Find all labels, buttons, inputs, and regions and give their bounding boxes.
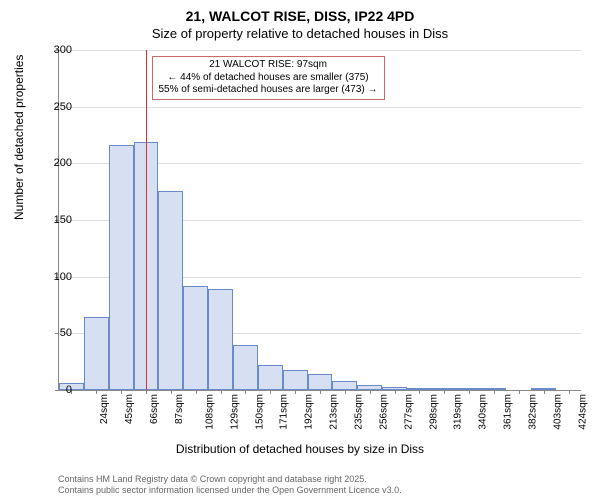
histogram-bar (158, 191, 183, 390)
y-tick-label: 150 (42, 214, 72, 226)
x-tick-label: 87sqm (174, 394, 185, 424)
annotation-line-1: 21 WALCOT RISE: 97sqm (159, 59, 378, 72)
x-tick-mark (395, 390, 396, 394)
x-tick-mark (519, 390, 520, 394)
x-tick-label: 45sqm (124, 394, 135, 424)
x-tick-mark (171, 390, 172, 394)
y-tick-label: 100 (42, 271, 72, 283)
x-tick-mark (419, 390, 420, 394)
grid-line (59, 107, 581, 108)
x-tick-label: 150sqm (254, 394, 265, 430)
x-tick-label: 108sqm (204, 394, 215, 430)
histogram-bar (84, 317, 109, 390)
histogram-bar (258, 365, 283, 390)
y-tick-label: 50 (42, 327, 72, 339)
x-tick-label: 361sqm (503, 394, 514, 430)
x-tick-label: 171sqm (279, 394, 290, 430)
y-tick-label: 0 (42, 384, 72, 396)
histogram-bar (183, 286, 208, 390)
x-tick-label: 340sqm (478, 394, 489, 430)
x-tick-mark (96, 390, 97, 394)
histogram-bar (308, 374, 333, 390)
x-tick-mark (320, 390, 321, 394)
x-tick-label: 235sqm (354, 394, 365, 430)
x-tick-label: 66sqm (149, 394, 160, 424)
x-tick-label: 256sqm (378, 394, 389, 430)
x-tick-label: 319sqm (453, 394, 464, 430)
histogram-bar (332, 381, 357, 390)
y-tick-label: 250 (42, 101, 72, 113)
chart-container: 21, WALCOT RISE, DISS, IP22 4PD Size of … (0, 0, 600, 500)
footer-attribution: Contains HM Land Registry data © Crown c… (58, 474, 402, 496)
x-tick-label: 213sqm (329, 394, 340, 430)
x-tick-mark (494, 390, 495, 394)
x-tick-mark (345, 390, 346, 394)
x-tick-mark (146, 390, 147, 394)
x-tick-mark (121, 390, 122, 394)
footer-line-2: Contains public sector information licen… (58, 485, 402, 496)
histogram-bar (283, 370, 308, 390)
histogram-bar (208, 289, 233, 390)
y-axis-label: Number of detached properties (12, 55, 26, 220)
chart-plot-area: 24sqm45sqm66sqm87sqm108sqm129sqm150sqm17… (58, 50, 580, 410)
x-tick-label: 24sqm (99, 394, 110, 424)
reference-marker-line (146, 50, 147, 390)
grid-line (59, 50, 581, 51)
y-tick-label: 300 (42, 44, 72, 56)
x-tick-mark (270, 390, 271, 394)
annotation-line-3: 55% of semi-detached houses are larger (… (159, 84, 378, 97)
y-tick-label: 200 (42, 157, 72, 169)
x-tick-mark (444, 390, 445, 394)
histogram-bar (233, 345, 258, 390)
x-tick-label: 424sqm (577, 394, 588, 430)
x-tick-mark (196, 390, 197, 394)
chart-title-main: 21, WALCOT RISE, DISS, IP22 4PD (0, 0, 600, 24)
x-tick-label: 382sqm (528, 394, 539, 430)
plot-region: 24sqm45sqm66sqm87sqm108sqm129sqm150sqm17… (58, 50, 581, 391)
x-axis-label: Distribution of detached houses by size … (0, 442, 600, 456)
x-tick-label: 192sqm (304, 394, 315, 430)
x-tick-mark (295, 390, 296, 394)
x-tick-label: 277sqm (403, 394, 414, 430)
x-tick-mark (221, 390, 222, 394)
footer-line-1: Contains HM Land Registry data © Crown c… (58, 474, 402, 485)
chart-title-sub: Size of property relative to detached ho… (0, 24, 600, 41)
histogram-bar (109, 145, 134, 390)
x-tick-mark (544, 390, 545, 394)
annotation-line-2: ← 44% of detached houses are smaller (37… (159, 72, 378, 85)
x-tick-mark (245, 390, 246, 394)
x-tick-mark (370, 390, 371, 394)
x-tick-label: 129sqm (229, 394, 240, 430)
x-tick-label: 403sqm (552, 394, 563, 430)
x-tick-label: 298sqm (428, 394, 439, 430)
x-tick-mark (569, 390, 570, 394)
annotation-callout: 21 WALCOT RISE: 97sqm← 44% of detached h… (152, 56, 385, 100)
x-tick-mark (469, 390, 470, 394)
